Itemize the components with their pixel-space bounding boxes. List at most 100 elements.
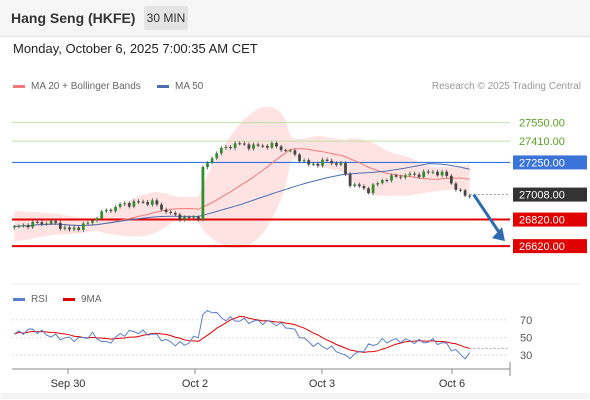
candle-body bbox=[150, 200, 154, 205]
candle-body bbox=[367, 188, 370, 194]
candle bbox=[422, 169, 426, 179]
header-bar: Hang Seng (HKFE) 30 MIN bbox=[0, 0, 590, 37]
candle bbox=[63, 225, 67, 231]
candle-body bbox=[265, 145, 269, 148]
candle-body bbox=[348, 174, 352, 186]
x-tick-label: Sep 30 bbox=[51, 378, 86, 390]
candle bbox=[31, 220, 35, 229]
x-tick-label: Oct 3 bbox=[309, 378, 335, 390]
candle bbox=[394, 173, 398, 179]
candle-body bbox=[449, 175, 453, 184]
candle-body bbox=[362, 186, 366, 189]
candle-body bbox=[40, 222, 44, 225]
rsi-tick-label: 50 bbox=[520, 333, 532, 345]
candle-body bbox=[146, 202, 150, 205]
timeframe-button[interactable]: 30 MIN bbox=[144, 6, 188, 30]
candle bbox=[178, 212, 182, 222]
candle bbox=[58, 220, 62, 231]
candle bbox=[146, 199, 150, 207]
candle bbox=[325, 157, 329, 163]
candle-body bbox=[229, 147, 232, 149]
candle-body bbox=[35, 221, 39, 223]
candle bbox=[293, 148, 297, 157]
candle-body bbox=[417, 174, 421, 178]
candle-body bbox=[330, 160, 334, 164]
level-label: 26620.00 bbox=[519, 241, 565, 253]
candle-body bbox=[210, 158, 214, 163]
candle-body bbox=[114, 206, 117, 212]
candle bbox=[210, 156, 214, 165]
candle bbox=[86, 221, 90, 226]
candle bbox=[183, 215, 186, 222]
candle-body bbox=[22, 224, 25, 226]
candle bbox=[164, 207, 168, 215]
candle bbox=[321, 157, 324, 168]
candle-body bbox=[141, 201, 145, 203]
legend-ma50-label: MA 50 bbox=[175, 81, 204, 92]
candle bbox=[215, 151, 219, 160]
candle bbox=[408, 171, 412, 177]
candle-body bbox=[68, 227, 71, 230]
credit-text: Research © 2025 Trading Central bbox=[431, 81, 581, 92]
candle-body bbox=[54, 221, 58, 223]
candle bbox=[49, 218, 53, 226]
candle-body bbox=[311, 163, 315, 165]
legend-rsi: RSI bbox=[13, 294, 48, 305]
candle-body bbox=[284, 150, 288, 152]
candle bbox=[72, 225, 76, 232]
candle-body bbox=[371, 184, 375, 194]
candle-body bbox=[394, 175, 398, 177]
rsi-swatch bbox=[13, 297, 25, 301]
candle-body bbox=[298, 154, 301, 162]
candle-body bbox=[385, 180, 389, 182]
candle bbox=[192, 215, 196, 220]
candle bbox=[95, 216, 99, 223]
level-label-bg bbox=[513, 212, 587, 227]
candle-body bbox=[468, 195, 472, 197]
candle-body bbox=[321, 159, 324, 166]
candle-body bbox=[77, 227, 81, 230]
candle-body bbox=[252, 144, 255, 149]
candle-body bbox=[178, 214, 182, 220]
level-label: 27250.00 bbox=[519, 157, 565, 169]
candle bbox=[362, 184, 366, 191]
candle bbox=[17, 224, 21, 229]
candle bbox=[173, 211, 177, 217]
projection-arrow-head bbox=[492, 227, 505, 242]
candle-body bbox=[288, 150, 292, 152]
candle-body bbox=[17, 225, 21, 227]
candle bbox=[127, 201, 131, 209]
candle bbox=[233, 141, 237, 151]
candle-body bbox=[201, 166, 205, 220]
candle-body bbox=[376, 183, 380, 185]
candle bbox=[468, 194, 472, 199]
candle bbox=[104, 208, 108, 213]
level-label-bg bbox=[513, 187, 587, 202]
candle bbox=[35, 220, 39, 224]
candle bbox=[155, 198, 159, 207]
candle bbox=[339, 161, 343, 167]
candle-body bbox=[256, 144, 260, 146]
candle bbox=[100, 209, 104, 221]
candle bbox=[376, 181, 380, 187]
x-tick-label: Oct 2 bbox=[182, 378, 208, 390]
candle-body bbox=[91, 220, 94, 223]
legend-rsi-label: RSI bbox=[31, 294, 48, 305]
candle bbox=[187, 215, 191, 219]
candle-body bbox=[164, 209, 168, 212]
candle-body bbox=[445, 171, 449, 176]
candle bbox=[123, 201, 127, 207]
candle bbox=[242, 141, 246, 146]
candle-body bbox=[454, 183, 458, 190]
candle bbox=[431, 169, 435, 175]
rsi-ma-swatch bbox=[63, 297, 75, 301]
candle-body bbox=[127, 203, 131, 207]
candle-body bbox=[26, 224, 30, 228]
candle-body bbox=[463, 190, 467, 196]
candle-body bbox=[261, 145, 265, 147]
instrument-title: Hang Seng (HKFE) bbox=[11, 10, 136, 26]
candle bbox=[45, 221, 48, 226]
candle bbox=[353, 182, 357, 188]
candle-body bbox=[353, 184, 357, 186]
candle-body bbox=[403, 175, 407, 178]
